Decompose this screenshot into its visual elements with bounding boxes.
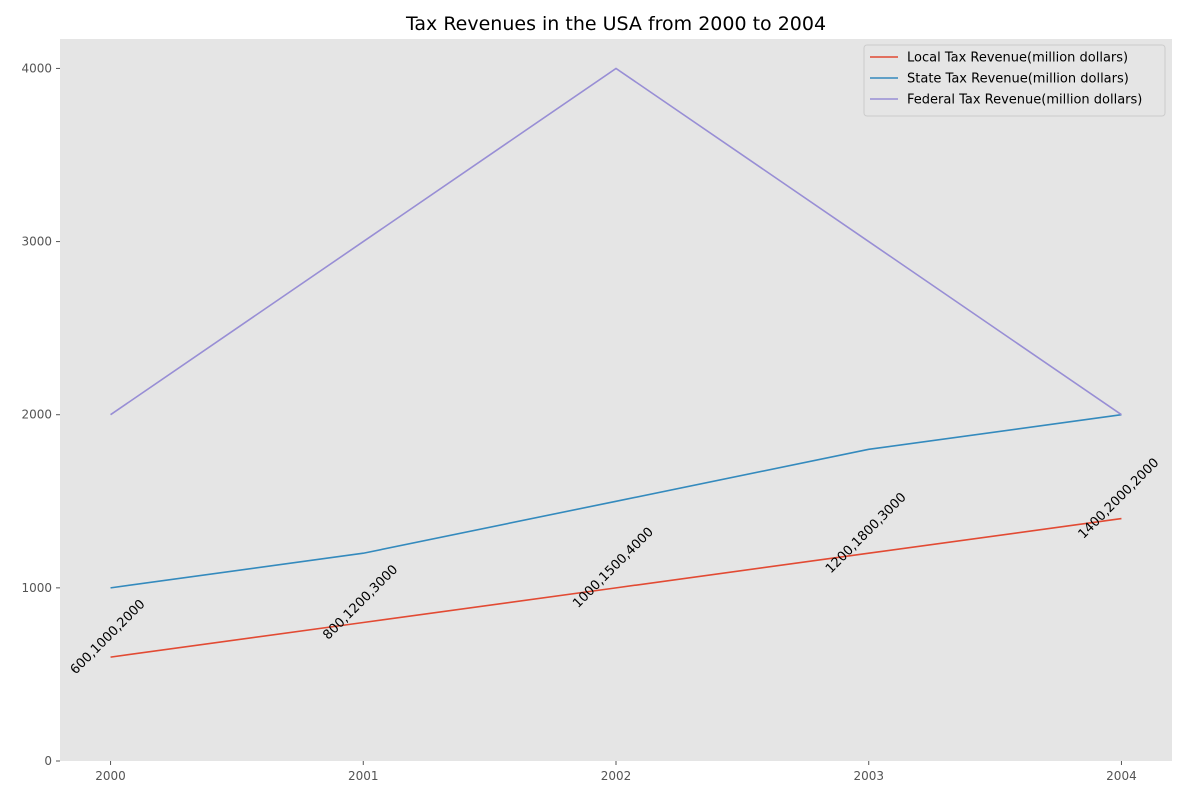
x-tick-label: 2004 (1106, 769, 1137, 783)
legend-label: State Tax Revenue(million dollars) (907, 72, 1129, 87)
y-tick-label: 4000 (21, 61, 52, 75)
y-tick-label: 3000 (21, 235, 52, 249)
y-tick-label: 2000 (21, 408, 52, 422)
x-tick-label: 2000 (95, 769, 126, 783)
x-tick-label: 2001 (348, 769, 379, 783)
legend: Local Tax Revenue(million dollars) State … (863, 44, 1166, 117)
legend-box (863, 44, 1166, 117)
x-tick-label: 2003 (853, 769, 884, 783)
chart-title: Tax Revenues in the USA from 2000 to 200… (405, 13, 826, 35)
plot-area (60, 39, 1172, 761)
x-axis: 2000 2001 2002 2003 2004 (95, 761, 1137, 783)
series-line-1 (110, 413, 1122, 589)
series-lines (110, 67, 1122, 658)
series-line-2 (110, 67, 1122, 416)
y-tick-label: 0 (44, 754, 52, 768)
x-tick-label: 2002 (601, 769, 632, 783)
legend-label: Federal Tax Revenue(million dollars) (907, 93, 1142, 108)
series-line-0 (110, 517, 1122, 658)
legend-label: Local Tax Revenue(million dollars) (907, 51, 1128, 66)
y-tick-label: 1000 (21, 581, 52, 595)
y-axis: 0 1000 2000 3000 4000 (21, 61, 60, 768)
